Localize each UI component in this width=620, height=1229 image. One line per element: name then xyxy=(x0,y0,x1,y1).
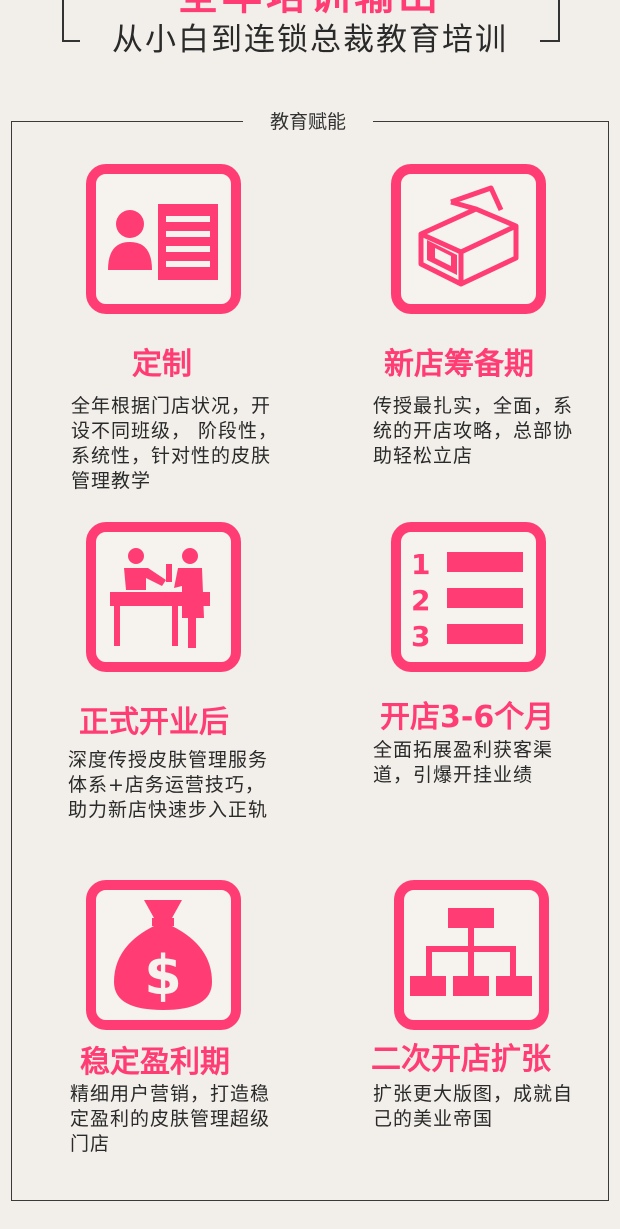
svg-text:2: 2 xyxy=(411,584,430,617)
item-description: 精细用户营销，打造稳定盈利的皮肤管理超级门店 xyxy=(70,1083,271,1155)
money-bag-icon: $ xyxy=(86,880,241,1030)
svg-text:1: 1 xyxy=(411,548,430,581)
header: 全年培训输出 从小白到连锁总裁教育培训 xyxy=(0,0,620,70)
item-description: 全面拓展盈利获客渠道，引爆开挂业绩 xyxy=(373,739,554,786)
item-title: 稳定盈利期 xyxy=(80,1045,230,1080)
item-description: 深度传授皮肤管理服务体系+店务运营技巧，助力新店快速步入正轨 xyxy=(68,749,269,821)
section-label: 教育赋能 xyxy=(243,110,373,134)
header-subtitle: 从小白到连锁总裁教育培训 xyxy=(80,20,540,60)
org-chart-icon xyxy=(394,880,549,1030)
item-description: 传授最扎实，全面，系统的开店攻略，总部协助轻松立店 xyxy=(373,395,574,467)
item-description: 全年根据门店状况，开设不同班级， 阶段性，系统性，针对性的皮肤管理教学 xyxy=(71,395,279,492)
item-title: 正式开业后 xyxy=(79,705,229,740)
svg-text:$: $ xyxy=(144,944,182,1007)
svg-text:3: 3 xyxy=(411,620,430,653)
numbered-list-icon: 1 2 3 xyxy=(391,522,546,672)
item-title: 新店筹备期 xyxy=(384,347,534,382)
item-title: 定制 xyxy=(132,347,192,382)
item-title: 开店3-6个月 xyxy=(380,700,555,735)
item-description: 扩张更大版图，成就自己的美业帝国 xyxy=(373,1083,574,1130)
header-title: 全年培训输出 xyxy=(0,0,620,16)
box-icon xyxy=(391,164,546,314)
item-title: 二次开店扩张 xyxy=(371,1042,551,1077)
reception-icon xyxy=(86,522,241,672)
id-card-icon xyxy=(86,164,241,314)
